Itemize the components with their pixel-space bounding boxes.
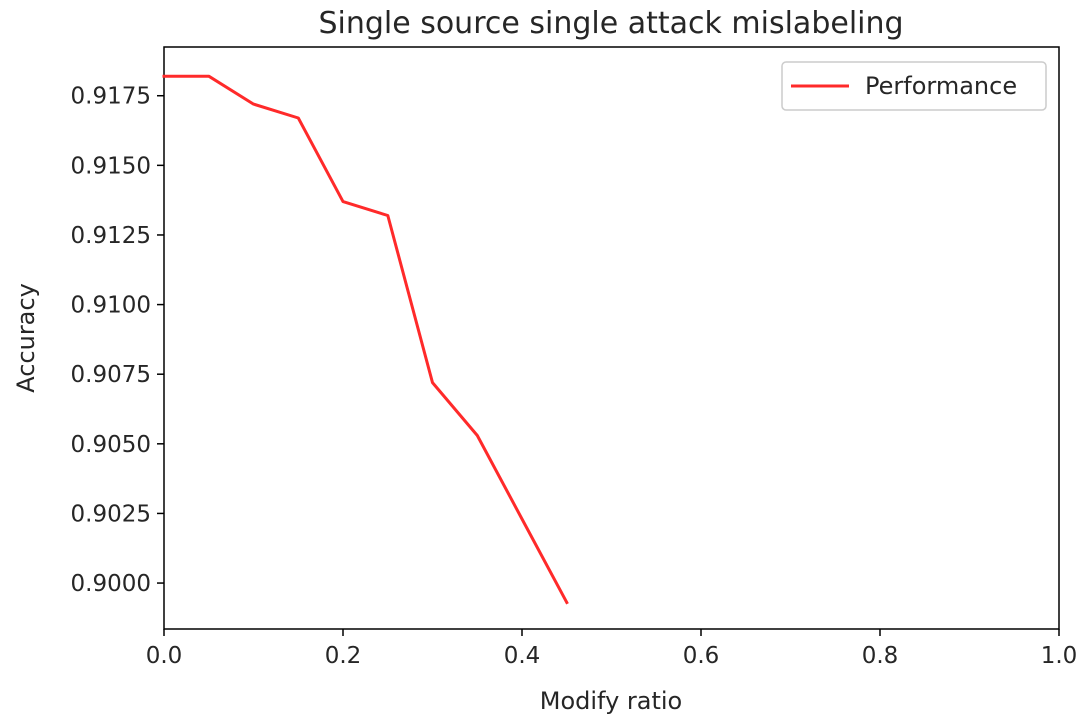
chart-title: Single source single attack mislabeling [318,6,903,41]
x-tick-label: 0.2 [325,643,362,669]
legend-box [781,61,1047,111]
plot-frame [163,46,1060,630]
y-axis-ticks: 0.9000 0.9025 0.9050 0.9075 0.9100 0.9125 0.91… [71,84,164,597]
series-line-performance [162,74,569,605]
y-tick-label: 0.9000 [71,571,151,597]
legend-label-performance: Performance [865,72,1017,100]
y-tick-label: 0.9150 [71,153,151,179]
y-tick-label: 0.9175 [71,84,151,110]
x-tick-label: 0.8 [862,643,899,669]
legend: Performance [781,61,1047,111]
x-tick-label: 0.6 [683,643,720,669]
x-tick-label: 0.0 [146,643,183,669]
plot-area [162,46,1060,630]
x-tick-label: 0.4 [504,643,541,669]
y-tick-label: 0.9125 [71,223,151,249]
series-layer [162,74,569,605]
y-tick-label: 0.9025 [71,501,151,527]
x-axis-ticks: 0.0 0.2 0.4 0.6 0.8 1.0 [146,629,1078,669]
x-axis-label: Modify ratio [540,687,683,715]
y-tick-label: 0.9050 [71,432,151,458]
x-tick-label: 1.0 [1041,643,1078,669]
y-tick-label: 0.9100 [71,293,151,319]
y-axis-label: Accuracy [12,283,40,393]
y-tick-label: 0.9075 [71,362,151,388]
